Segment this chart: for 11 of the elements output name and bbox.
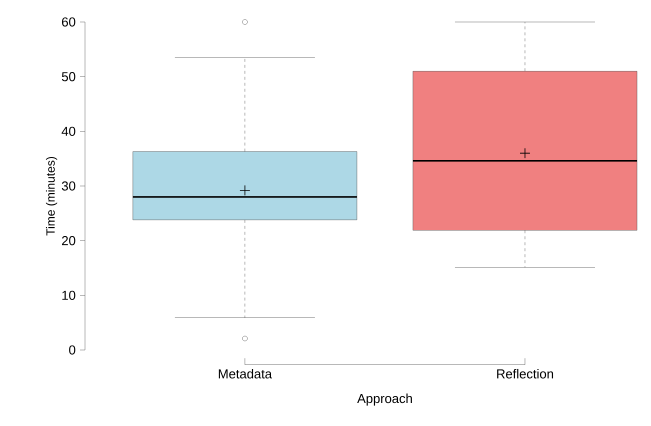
y-tick-label: 50 <box>62 72 76 82</box>
x-tick-label: Reflection <box>497 368 554 378</box>
y-tick-label: 10 <box>62 290 76 300</box>
x-axis-title: Approach <box>357 394 412 406</box>
y-tick-label: 0 <box>69 345 76 355</box>
y-tick-label: 60 <box>62 17 76 27</box>
y-tick-label: 20 <box>62 236 76 246</box>
y-tick-label: 30 <box>62 181 76 191</box>
x-tick-label: Metadata <box>218 368 272 378</box>
y-axis-title: Time (minutes) <box>46 156 58 236</box>
y-tick-label: 40 <box>62 126 76 136</box>
